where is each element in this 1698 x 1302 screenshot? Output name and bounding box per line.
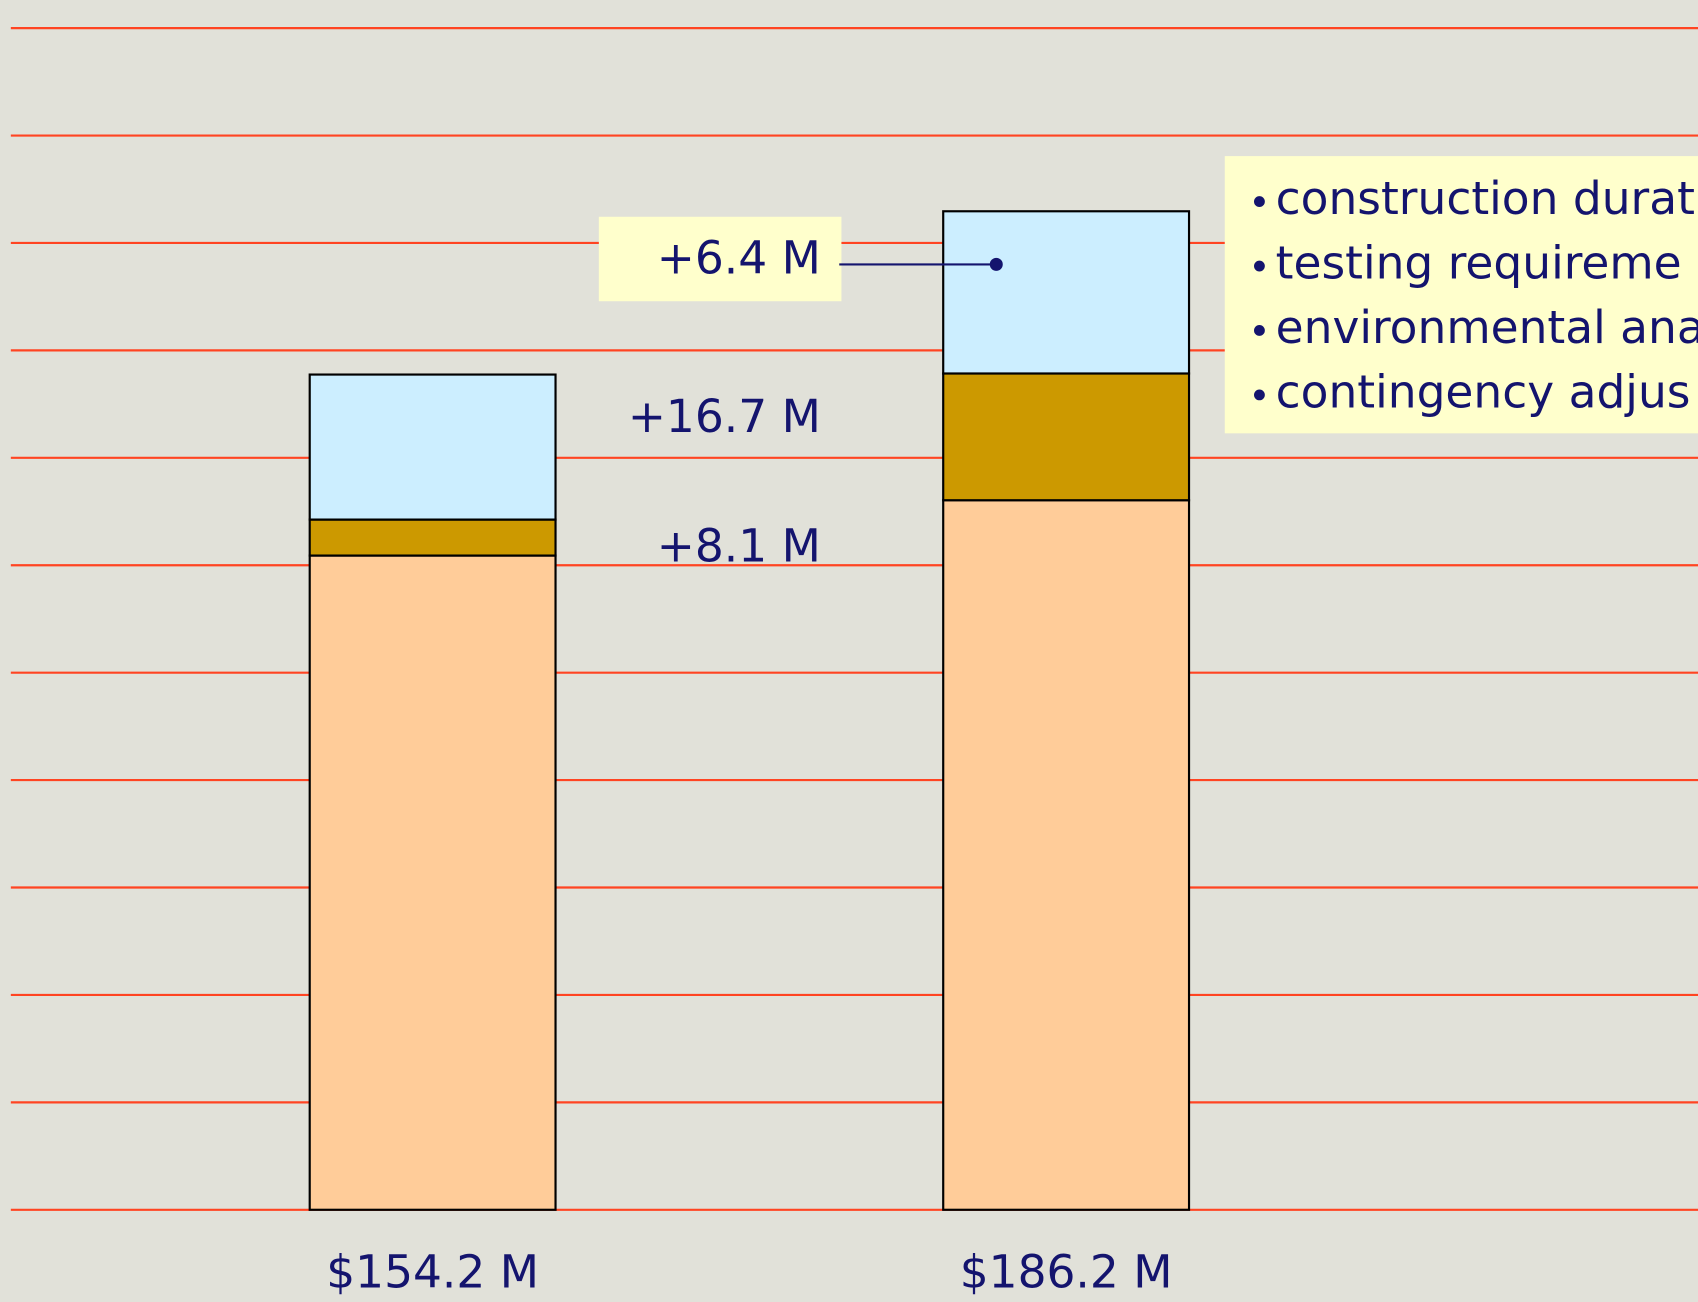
bar-segment xyxy=(942,499,1191,1211)
bars: $154.2 M $186.2 M xyxy=(308,210,1191,1298)
bullet xyxy=(1254,196,1265,208)
note-text: environmental ana xyxy=(1276,301,1698,354)
notes: construction durat testing requireme envir… xyxy=(1254,172,1698,418)
bullet xyxy=(1254,260,1265,272)
note-text: contingency adjus xyxy=(1276,365,1691,418)
bullet xyxy=(1254,325,1265,336)
bar-segment xyxy=(942,210,1191,375)
annotation: +6.4 M xyxy=(657,232,821,285)
x-tick-label: $154.2 M xyxy=(326,1245,539,1298)
bar-segment xyxy=(308,373,557,521)
bar-segment xyxy=(308,518,557,557)
note-text: testing requireme xyxy=(1276,237,1682,290)
bar-segment xyxy=(942,372,1191,502)
leader-dot xyxy=(989,257,1003,271)
bullet xyxy=(1254,389,1265,401)
annotation: +8.1 M xyxy=(657,520,821,573)
notes-box xyxy=(1224,156,1698,434)
bar-segment xyxy=(308,554,557,1211)
note-text: construction durat xyxy=(1276,172,1695,225)
x-tick-label: $186.2 M xyxy=(960,1245,1173,1298)
annotation: +16.7 M xyxy=(628,390,821,443)
annotation-box xyxy=(598,216,842,302)
